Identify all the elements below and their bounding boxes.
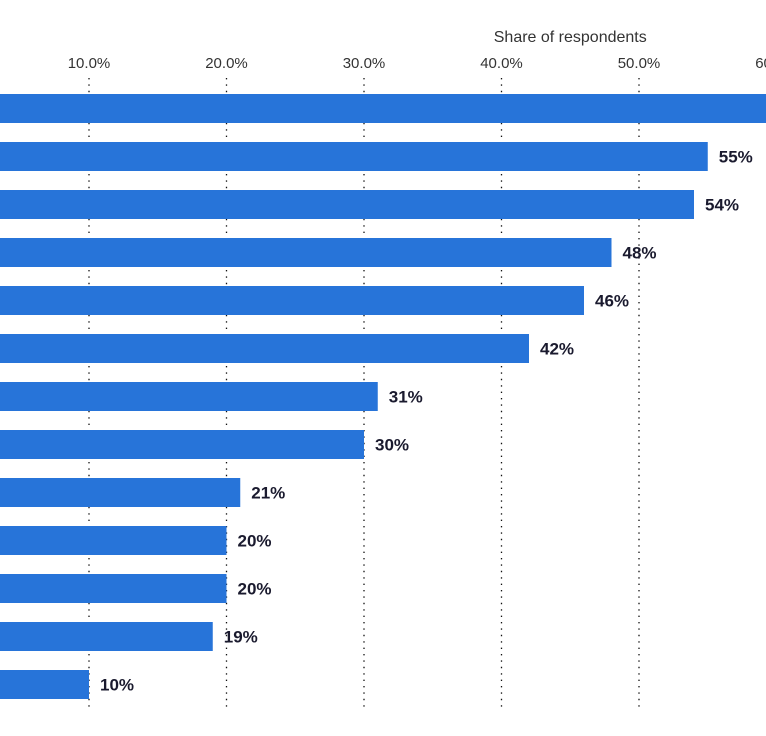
bar-1 [0, 142, 708, 171]
value-label-8: 21% [251, 484, 285, 503]
x-tick-label-4: 50.0% [618, 55, 661, 72]
bar-7 [0, 430, 364, 459]
value-label-2: 54% [705, 196, 739, 215]
x-tick-label-5: 60.0% [755, 55, 766, 72]
bar-6 [0, 382, 378, 411]
x-tick-label-2: 30.0% [343, 55, 386, 72]
bar-12 [0, 670, 89, 699]
value-label-5: 42% [540, 340, 574, 359]
x-axis-ticks: 10.0% 20.0% 30.0% 40.0% 50.0% 60.0% [68, 55, 766, 72]
value-label-12: 10% [100, 676, 134, 695]
value-label-7: 30% [375, 436, 409, 455]
bar-2 [0, 190, 694, 219]
value-label-6: 31% [389, 388, 423, 407]
value-label-3: 48% [623, 244, 657, 263]
bar-8 [0, 478, 241, 507]
bar-9 [0, 526, 227, 555]
x-tick-label-3: 40.0% [480, 55, 523, 72]
value-label-11: 19% [224, 628, 258, 647]
value-label-9: 20% [238, 532, 272, 551]
value-labels: 55% 54% 48% 46% 42% 31% 30% 21% 20% 20% 19% 10% [100, 148, 753, 695]
value-label-4: 46% [595, 292, 629, 311]
bar-11 [0, 622, 213, 651]
bar-5 [0, 334, 529, 363]
value-label-10: 20% [238, 580, 272, 599]
x-tick-label-0: 10.0% [68, 55, 111, 72]
bar-4 [0, 286, 584, 315]
bar-3 [0, 238, 612, 267]
bar-10 [0, 574, 227, 603]
bars [0, 94, 766, 699]
bar-0 [0, 94, 766, 123]
x-axis-title: Share of respondents [494, 29, 647, 46]
value-label-1: 55% [719, 148, 753, 167]
x-tick-label-1: 20.0% [205, 55, 248, 72]
